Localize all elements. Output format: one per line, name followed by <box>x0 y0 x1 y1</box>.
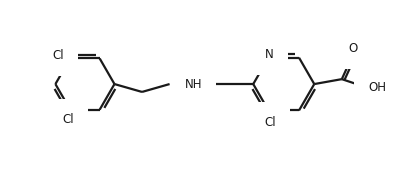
Text: OH: OH <box>368 80 386 93</box>
Text: N: N <box>265 48 274 61</box>
Text: Cl: Cl <box>53 49 64 62</box>
Text: NH: NH <box>185 78 202 91</box>
Text: Cl: Cl <box>62 113 74 126</box>
Text: Cl: Cl <box>265 116 276 129</box>
Text: O: O <box>348 42 357 55</box>
